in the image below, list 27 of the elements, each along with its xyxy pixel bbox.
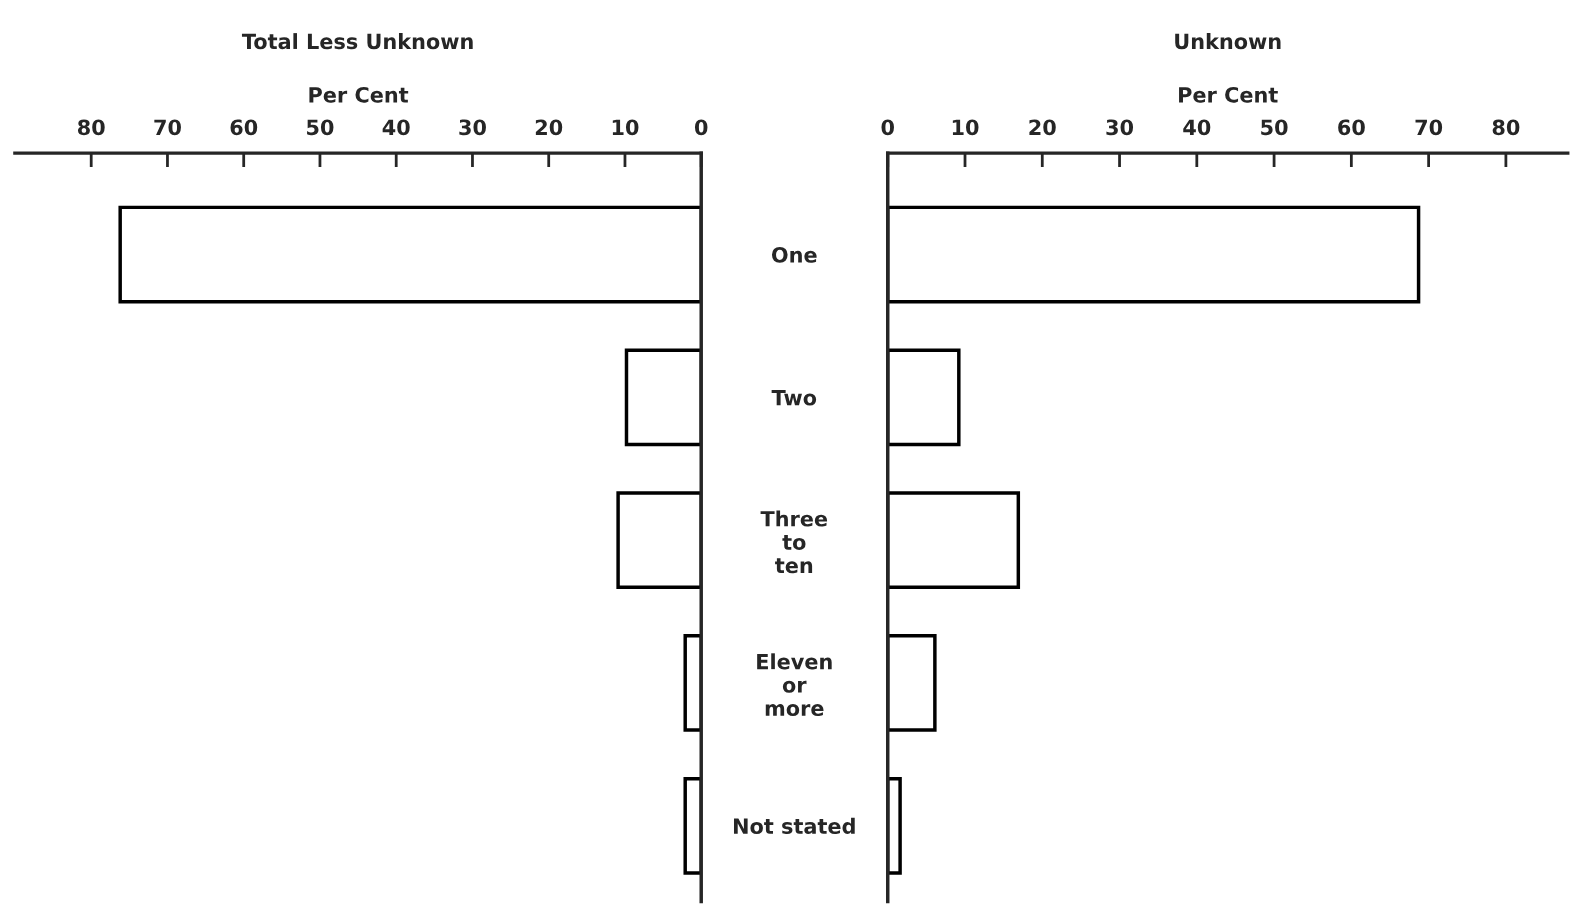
- y-tick-label: Not stated: [734, 817, 855, 834]
- x-tick-label: 50: [307, 119, 334, 136]
- x-tick-label: 30: [1106, 119, 1134, 136]
- y-tick-label: Two: [771, 390, 817, 406]
- x-tick-label: 0: [881, 119, 894, 136]
- x-tick-label: 60: [1338, 119, 1365, 136]
- x-tick-label: 10: [952, 119, 979, 136]
- x-tick-label: 80: [1492, 119, 1520, 136]
- x-tick-label: 40: [1183, 119, 1211, 136]
- x-tick-label: 20: [535, 119, 563, 136]
- x-tick-label: 60: [230, 119, 258, 136]
- x-tick-label: 50: [1261, 119, 1288, 136]
- y-tick-label: Three to ten: [760, 510, 828, 574]
- y-tick-label: One: [771, 246, 817, 263]
- x-axis-title: Per Cent: [309, 86, 409, 103]
- x-tick-label: 80: [77, 119, 105, 136]
- chart-title: Unknown: [1175, 33, 1281, 50]
- x-tick-label: 30: [459, 119, 486, 136]
- x-tick-label: 10: [612, 119, 639, 136]
- x-axis-title: Per Cent: [1179, 86, 1278, 103]
- x-tick-label: 70: [154, 119, 181, 136]
- x-tick-label: 40: [382, 119, 410, 136]
- x-tick-label: 20: [1029, 119, 1056, 136]
- chart-title: Total Less Unknown: [241, 33, 473, 50]
- x-tick-label: 70: [1415, 119, 1443, 136]
- x-tick-label: 0: [694, 119, 708, 136]
- y-tick-label: Eleven or more: [757, 653, 832, 717]
